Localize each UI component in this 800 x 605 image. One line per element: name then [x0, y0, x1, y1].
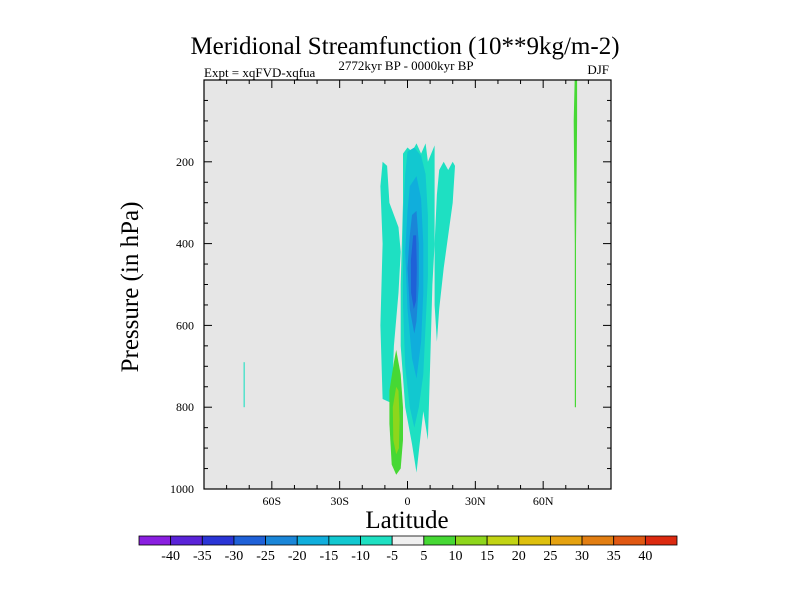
chart-subtitle-center: 2772kyr BP - 0000kyr BP: [338, 58, 473, 73]
contour-region-sh-high-latitude-streak: [243, 362, 245, 408]
colorbar-swatch: [486, 535, 520, 546]
colorbar-label: -15: [320, 549, 339, 564]
contour-region-nh-polar-streak: [573, 80, 578, 408]
contour-region-sh-subtropical-cell: [380, 161, 401, 404]
x-tick-label: 30S: [330, 494, 349, 508]
colorbar-label: 40: [638, 549, 652, 564]
y-tick-label: 400: [176, 237, 194, 251]
x-tick-label: 0: [405, 494, 411, 508]
contour-region-nh-subtropical-cell: [434, 161, 455, 342]
colorbar-swatch: [550, 535, 583, 546]
colorbar-swatch: [391, 535, 425, 546]
colorbar-swatch: [170, 535, 203, 546]
chart-subtitle-left: Expt = xqFVD-xqfua: [204, 65, 316, 80]
y-tick-label: 600: [176, 318, 194, 332]
contour-regions: [243, 80, 578, 475]
colorbar-swatch: [360, 535, 393, 546]
plot-layer: 60S 30S 0 30N 60N 200 400 600 800 1000: [170, 79, 612, 508]
colorbar-swatch: [233, 535, 266, 546]
colorbar-label: -25: [256, 549, 275, 564]
colorbar-swatch: [518, 535, 551, 546]
colorbar-label: -20: [288, 549, 307, 564]
x-axis-label: Latitude: [365, 507, 448, 534]
colorbar-swatch: [328, 535, 361, 546]
x-tick-label: 60S: [262, 494, 281, 508]
colorbar: -40 -35 -30 -25 -20 -15 -10 -5 5 10 15 20 25 30 35 40: [138, 535, 678, 564]
y-axis-label: Pressure (in hPa): [117, 202, 144, 373]
x-tick-label: 60N: [533, 494, 554, 508]
colorbar-label: -40: [161, 549, 180, 564]
colorbar-label: -5: [386, 549, 398, 564]
colorbar-swatch: [296, 535, 330, 546]
colorbar-swatch: [201, 535, 235, 546]
colorbar-label: 5: [420, 549, 427, 564]
chart-title: Meridional Streamfunction (10**9kg/m-2): [190, 33, 619, 60]
colorbar-swatch: [265, 535, 298, 546]
chart-subtitle-right: DJF: [587, 62, 609, 77]
contour-region-equatorial-minus-25: [410, 235, 417, 309]
x-tick-label: 30N: [465, 494, 486, 508]
colorbar-label: 20: [512, 549, 526, 564]
colorbar-swatch: [613, 535, 646, 546]
contour-region-low-level-cell-inner: [392, 386, 400, 455]
colorbar-swatch: [644, 535, 678, 546]
colorbar-swatch: [423, 535, 456, 546]
colorbar-label: 10: [448, 549, 462, 564]
colorbar-label: 25: [543, 549, 557, 564]
colorbar-swatch: [455, 535, 488, 546]
colorbar-label: -35: [193, 549, 212, 564]
y-tick-label: 800: [176, 400, 194, 414]
colorbar-label: 30: [575, 549, 589, 564]
colorbar-label: -10: [351, 549, 370, 564]
colorbar-label: 15: [480, 549, 494, 564]
colorbar-label: -30: [225, 549, 244, 564]
colorbar-swatch: [138, 535, 172, 546]
colorbar-label: 35: [607, 549, 621, 564]
colorbar-swatch: [581, 535, 615, 546]
y-tick-label: 1000: [170, 482, 194, 496]
y-tick-label: 200: [176, 155, 194, 169]
